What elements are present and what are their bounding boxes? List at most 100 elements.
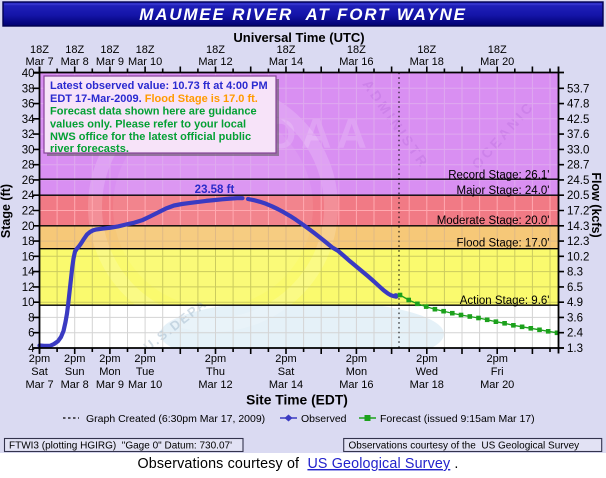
svg-text:12.3: 12.3 [567,236,589,248]
svg-text:53.7: 53.7 [567,83,589,95]
svg-text:32: 32 [22,129,35,141]
svg-text:Mar 9: Mar 9 [96,379,124,391]
svg-text:26: 26 [22,175,35,187]
svg-text:42.5: 42.5 [567,114,589,126]
svg-text:1.3: 1.3 [567,343,583,355]
svg-text:Mar 8: Mar 8 [61,379,89,391]
svg-text:18Z: 18Z [30,44,49,56]
svg-text:18Z: 18Z [100,44,119,56]
svg-text:18: 18 [22,236,35,248]
svg-text:3.6: 3.6 [567,312,583,324]
svg-text:Mar 8: Mar 8 [61,56,89,68]
svg-text:47.8: 47.8 [567,99,589,111]
svg-text:2.4: 2.4 [567,328,584,340]
svg-text:Fri: Fri [491,366,504,378]
svg-text:24.5: 24.5 [567,175,589,187]
svg-text:2pm: 2pm [99,353,120,365]
svg-text:18Z: 18Z [206,44,225,56]
svg-text:Mar 12: Mar 12 [198,56,232,68]
svg-text:18Z: 18Z [277,44,296,56]
svg-text:30: 30 [22,144,35,156]
svg-text:Flood Stage: 17.0': Flood Stage: 17.0' [457,238,550,250]
svg-text:Mar 12: Mar 12 [198,379,232,391]
svg-text:Mon: Mon [346,366,367,378]
svg-text:Record Stage: 26.1': Record Stage: 26.1' [448,169,549,181]
svg-text:Thu: Thu [206,366,225,378]
svg-text:20: 20 [22,221,35,233]
svg-text:18Z: 18Z [347,44,366,56]
svg-text:18Z: 18Z [65,44,84,56]
svg-text:Latest observed value: 10.73 f: Latest observed value: 10.73 ft at 4:00 … [50,80,268,92]
svg-text:8.3: 8.3 [567,267,583,279]
svg-text:Mar 16: Mar 16 [339,56,373,68]
svg-text:Universal Time (UTC): Universal Time (UTC) [233,30,364,45]
svg-text:2pm: 2pm [205,353,226,365]
svg-text:10: 10 [22,297,35,309]
svg-text:4.9: 4.9 [567,297,583,309]
svg-text:Forecast data shown here are g: Forecast data shown here are guidance [50,106,257,118]
svg-text:23.58 ft: 23.58 ft [195,184,235,196]
svg-text:EDT 17-Mar-2009. Flood Stage i: EDT 17-Mar-2009. Flood Stage is 17.0 ft. [50,93,258,105]
svg-text:33.0: 33.0 [567,144,589,156]
svg-text:40: 40 [22,68,35,80]
svg-text:Observations courtesy of the: Observations courtesy of the US Geologic… [349,441,580,452]
svg-text:38: 38 [22,83,35,95]
svg-text:Sat: Sat [278,366,295,378]
svg-text:Flow (kcfs): Flow (kcfs) [589,172,603,237]
svg-text:Mar 14: Mar 14 [269,56,303,68]
svg-text:Mar 7: Mar 7 [25,379,53,391]
svg-text:Mar 10: Mar 10 [128,56,162,68]
svg-text:2pm: 2pm [275,353,296,365]
svg-text:Major Stage: 24.0': Major Stage: 24.0' [457,185,550,197]
svg-text:Mar 16: Mar 16 [339,379,373,391]
svg-text:NWS office for the latest offi: NWS office for the latest official publi… [50,131,251,143]
svg-text:MAUMEE RIVER AT FORT WAYNE: MAUMEE RIVER AT FORT WAYNE [139,5,467,24]
svg-text:Tue: Tue [136,366,155,378]
svg-text:20.5: 20.5 [567,190,589,202]
svg-text:Mar 7: Mar 7 [25,56,53,68]
svg-text:2pm: 2pm [64,353,85,365]
svg-text:Mar 18: Mar 18 [410,56,444,68]
svg-text:2pm: 2pm [134,353,155,365]
svg-text:values only. Please refer to y: values only. Please refer to your local [50,118,246,130]
svg-text:6: 6 [28,328,34,340]
svg-text:17.2: 17.2 [567,206,589,218]
svg-text:Observed: Observed [301,413,347,425]
svg-text:10.2: 10.2 [567,251,589,263]
svg-text:Forecast (issued 9:15am Mar 17: Forecast (issued 9:15am Mar 17) [380,413,535,425]
svg-text:Mar 20: Mar 20 [480,56,514,68]
svg-text:22: 22 [22,206,35,218]
svg-text:2pm: 2pm [416,353,437,365]
svg-text:16: 16 [22,251,35,263]
svg-text:12: 12 [22,282,35,294]
svg-text:8: 8 [28,312,34,324]
svg-text:FTWI3 (plotting HGIRG) "Gage: FTWI3 (plotting HGIRG) "Gage 0" Datum: 7… [9,441,232,452]
svg-text:Observations courtesy of US G: Observations courtesy of US Geological S… [137,456,458,472]
svg-text:Moderate Stage: 20.0': Moderate Stage: 20.0' [437,215,550,227]
svg-text:36: 36 [22,99,35,111]
svg-text:6.5: 6.5 [567,282,583,294]
svg-text:Site Time (EDT): Site Time (EDT) [246,393,348,408]
svg-text:34: 34 [22,114,35,126]
svg-text:28: 28 [22,160,35,172]
svg-text:2pm: 2pm [346,353,367,365]
svg-text:Mon: Mon [99,366,120,378]
svg-text:river forecasts.: river forecasts. [50,143,129,155]
svg-text:Stage (ft): Stage (ft) [0,184,13,238]
svg-text:Mar 18: Mar 18 [410,379,444,391]
svg-text:28.7: 28.7 [567,160,589,172]
svg-text:Action Stage: 9.6': Action Stage: 9.6' [460,295,550,307]
svg-text:Mar 14: Mar 14 [269,379,303,391]
svg-text:18Z: 18Z [488,44,507,56]
svg-text:37.6: 37.6 [567,129,589,141]
svg-text:Graph Created (6:30pm Mar 17,: Graph Created (6:30pm Mar 17, 2009) [86,413,265,425]
svg-text:Sat: Sat [31,366,48,378]
svg-text:Mar 20: Mar 20 [480,379,514,391]
svg-text:4: 4 [28,343,35,355]
svg-text:Sun: Sun [65,366,85,378]
svg-text:18Z: 18Z [136,44,155,56]
svg-text:Mar 9: Mar 9 [96,56,124,68]
svg-text:14: 14 [22,267,35,279]
svg-text:18Z: 18Z [417,44,436,56]
svg-text:14.3: 14.3 [567,221,589,233]
